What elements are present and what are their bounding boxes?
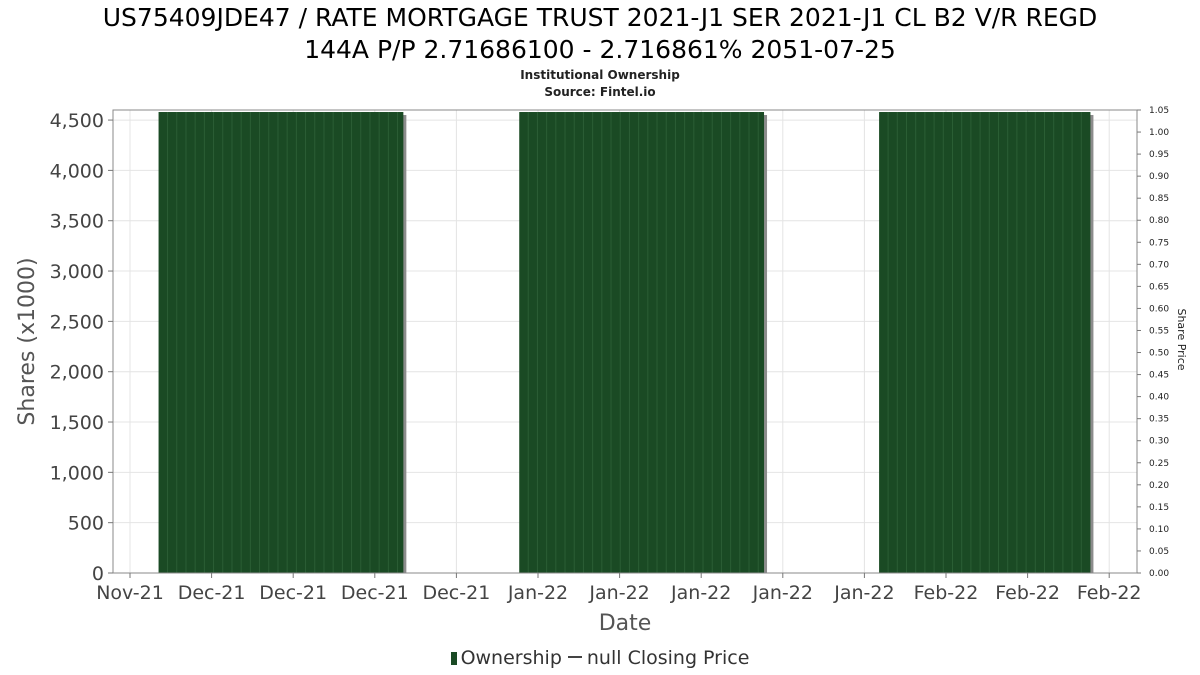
y-tick-label: 1,500	[50, 412, 104, 434]
y2-axis-title: Share Price	[1175, 308, 1188, 370]
x-tick-label: Jan-22	[752, 582, 813, 604]
x-tick-label: Jan-22	[588, 582, 649, 604]
y2-tick-label: 0.45	[1149, 371, 1169, 381]
y-axis-title: Shares (x1000)	[15, 257, 40, 425]
y2-tick-label: 1.00	[1149, 128, 1169, 138]
legend-price-swatch	[567, 656, 582, 658]
ownership-bar	[879, 112, 1091, 573]
bar-stripes	[887, 112, 1082, 573]
legend-ownership-swatch	[450, 652, 457, 665]
x-tick-label: Dec-21	[422, 582, 490, 604]
y2-tick-label: 0.35	[1149, 415, 1169, 425]
y2-tick-label: 0.30	[1149, 437, 1169, 447]
ownership-bar	[158, 112, 404, 573]
x-axis-title: Date	[599, 611, 652, 636]
bar-stripes	[527, 112, 759, 573]
y2-tick-label: 0.60	[1149, 304, 1169, 314]
y2-tick-label: 0.10	[1149, 525, 1169, 535]
chart-title-line-1: US75409JDE47 / RATE MORTGAGE TRUST 2021-…	[102, 3, 1098, 32]
ownership-bar	[519, 112, 765, 573]
y2-tick-label: 0.00	[1149, 569, 1169, 579]
y2-tick-label: 0.90	[1149, 172, 1169, 182]
y-tick-label: 4,000	[50, 160, 104, 182]
y-tick-label: 3,000	[50, 261, 104, 283]
chart-title-line-2: 144A P/P 2.71686100 - 2.716861% 2051-07-…	[304, 35, 896, 64]
x-tick-label: Dec-21	[341, 582, 409, 604]
y2-tick-label: 0.05	[1149, 547, 1169, 557]
y2-tick-label: 0.15	[1149, 503, 1169, 513]
chart-source: Source: Fintel.io	[544, 85, 656, 99]
y-tick-label: 1,000	[50, 462, 104, 484]
y2-tick-label: 0.70	[1149, 260, 1169, 270]
y2-tick-label: 0.20	[1149, 481, 1169, 491]
x-tick-label: Jan-22	[507, 582, 568, 604]
y2-tick-label: 0.50	[1149, 349, 1169, 359]
y-tick-label: 500	[68, 513, 104, 535]
y2-tick-label: 0.80	[1149, 216, 1169, 226]
legend: Ownership null Closing Price	[0, 647, 1200, 669]
y-tick-label: 0	[92, 563, 104, 585]
y-tick-label: 2,000	[50, 362, 104, 384]
y2-tick-label: 0.65	[1149, 282, 1169, 292]
y-tick-label: 4,500	[50, 110, 104, 132]
plot-border	[112, 109, 1138, 574]
x-tick-label: Nov-21	[96, 582, 164, 604]
x-tick-label: Jan-22	[670, 582, 731, 604]
y2-tick-label: 0.85	[1149, 194, 1169, 204]
y-tick-label: 2,500	[50, 311, 104, 333]
y2-tick-label: 0.95	[1149, 150, 1169, 160]
y2-tick-label: 0.75	[1149, 238, 1169, 248]
bar-stripes	[167, 112, 399, 573]
x-tick-label: Feb-22	[914, 582, 979, 604]
y2-tick-label: 1.05	[1149, 106, 1169, 116]
y-tick-label: 3,500	[50, 211, 104, 233]
y2-tick-label: 0.25	[1149, 459, 1169, 469]
x-tick-label: Dec-21	[259, 582, 327, 604]
y2-tick-label: 0.40	[1149, 393, 1169, 403]
y2-tick-label: 0.55	[1149, 326, 1169, 336]
x-tick-label: Jan-22	[833, 582, 894, 604]
legend-price-label: null Closing Price	[586, 647, 750, 669]
x-tick-label: Feb-22	[1077, 582, 1142, 604]
x-tick-label: Dec-21	[178, 582, 246, 604]
x-tick-label: Feb-22	[995, 582, 1060, 604]
legend-ownership-label: Ownership	[460, 647, 562, 669]
chart-subtitle: Institutional Ownership	[520, 68, 680, 82]
